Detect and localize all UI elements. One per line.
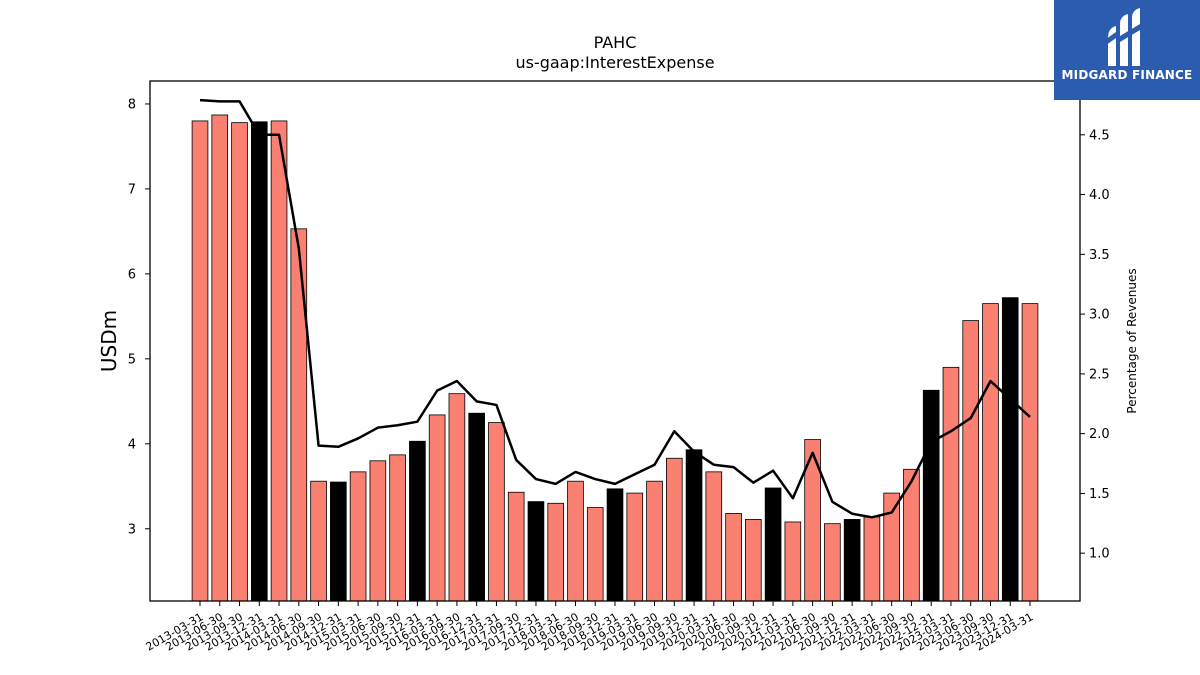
bar-2013-03-31 <box>191 120 209 602</box>
logo-text: MIDGARD FINANCE <box>1061 68 1193 82</box>
y2-axis-label: Percentage of Revenues <box>1125 268 1139 413</box>
bar-2015-12-31 <box>409 440 426 602</box>
bar-2020-03-31 <box>705 471 723 602</box>
y-tick-label: 6 <box>128 267 136 282</box>
bar-2014-03-31 <box>270 120 288 602</box>
y-tick-label: 8 <box>128 97 136 112</box>
bar-2021-03-31 <box>784 521 802 602</box>
bar-2017-12-31 <box>527 501 545 602</box>
bar-2013-09-30 <box>231 122 248 602</box>
revenue-percentage-line <box>199 98 1031 519</box>
y2-tick-label: 3.0 <box>1089 308 1110 323</box>
bar-2018-03-31 <box>547 502 565 602</box>
bar-2014-12-31 <box>330 481 347 602</box>
bar-2021-09-30 <box>824 523 841 602</box>
y2-tick-label: 4.5 <box>1089 128 1110 143</box>
bar-2020-09-30 <box>745 519 762 602</box>
bar-2014-06-30 <box>290 228 308 602</box>
bar-2016-03-31 <box>428 414 446 602</box>
y2-tick-label: 2.5 <box>1089 367 1110 382</box>
bar-2020-12-31 <box>764 487 782 602</box>
y-tick-label: 4 <box>128 437 136 452</box>
y2-tick-label: 1.5 <box>1089 487 1110 502</box>
bar-2023-03-31 <box>942 366 960 602</box>
bar-2013-12-31 <box>250 121 268 602</box>
y-tick-label: 5 <box>128 352 136 367</box>
bar-2019-03-31 <box>626 492 644 602</box>
bar-2019-12-31 <box>685 449 703 602</box>
bar-2019-09-30 <box>665 457 683 602</box>
bar-2018-12-31 <box>606 488 624 602</box>
bar-2017-09-30 <box>507 491 525 602</box>
y2-tick-label: 2.0 <box>1089 427 1110 442</box>
bar-2022-12-31 <box>922 389 940 602</box>
bar-2015-06-30 <box>369 460 387 602</box>
bar-2024-03-31 <box>1021 303 1039 602</box>
bar-2021-12-31 <box>843 519 861 602</box>
y-axis-label: USDm <box>97 310 121 372</box>
bar-2020-06-30 <box>725 513 742 602</box>
bar-2015-09-30 <box>389 454 406 602</box>
y2-tick-label: 1.0 <box>1089 547 1110 562</box>
bar-2023-09-30 <box>982 303 999 602</box>
midgard-logo-icon <box>1102 8 1140 66</box>
y2-tick-label: 4.0 <box>1089 188 1110 203</box>
y-tick-label: 7 <box>128 182 136 197</box>
bar-2023-06-30 <box>962 320 980 602</box>
bar-2015-03-31 <box>349 471 367 602</box>
bar-2018-06-30 <box>567 480 584 602</box>
midgard-finance-logo: MIDGARD FINANCE <box>1054 0 1200 100</box>
bar-2018-09-30 <box>586 507 604 602</box>
chart-subtitle: us-gaap:InterestExpense <box>515 53 714 72</box>
bar-2014-09-30 <box>310 480 327 602</box>
y2-tick-label: 3.5 <box>1089 248 1110 263</box>
bar-2022-06-30 <box>883 492 900 602</box>
bar-2016-09-30 <box>448 393 466 602</box>
bar-2023-12-31 <box>1001 297 1019 602</box>
y-tick-label: 3 <box>128 522 136 537</box>
bar-2016-12-31 <box>468 412 485 602</box>
bar-2019-06-30 <box>646 480 663 602</box>
chart-title: PAHC <box>594 33 637 52</box>
bar-2017-03-31 <box>488 422 505 602</box>
bar-2022-03-31 <box>863 516 881 602</box>
bar-2013-06-30 <box>211 114 229 602</box>
